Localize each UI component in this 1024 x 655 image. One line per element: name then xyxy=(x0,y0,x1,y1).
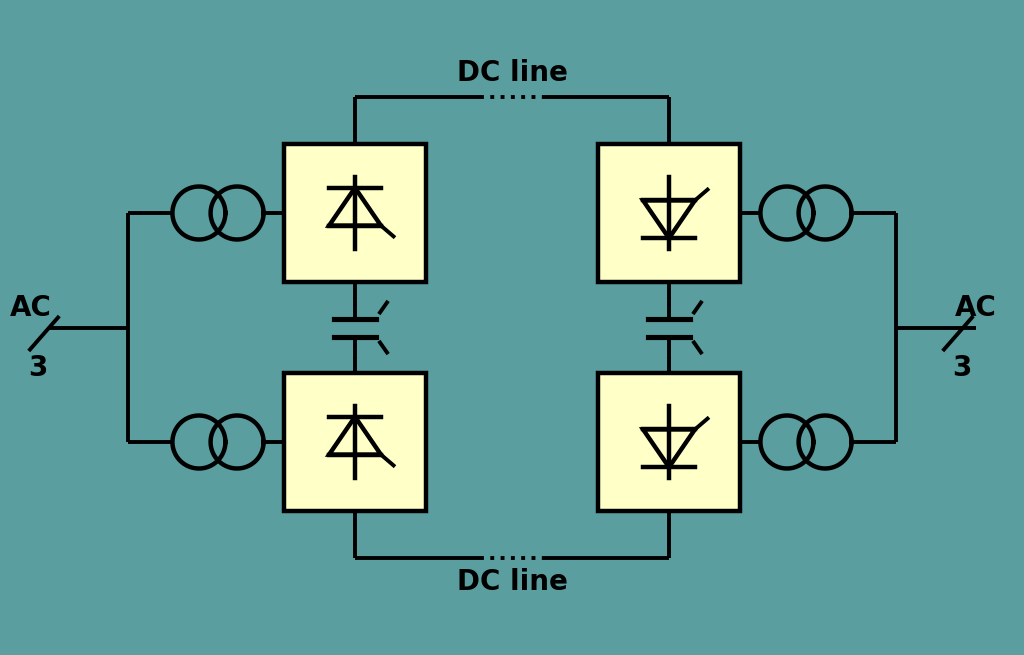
Text: 3: 3 xyxy=(29,354,48,381)
Bar xyxy=(284,373,426,511)
Text: 3: 3 xyxy=(952,354,972,381)
Bar xyxy=(598,144,740,282)
Bar xyxy=(284,144,426,282)
Text: DC line: DC line xyxy=(457,568,567,596)
Text: DC line: DC line xyxy=(457,59,567,87)
Text: AC: AC xyxy=(10,293,52,322)
Bar xyxy=(598,373,740,511)
Text: AC: AC xyxy=(955,293,997,322)
